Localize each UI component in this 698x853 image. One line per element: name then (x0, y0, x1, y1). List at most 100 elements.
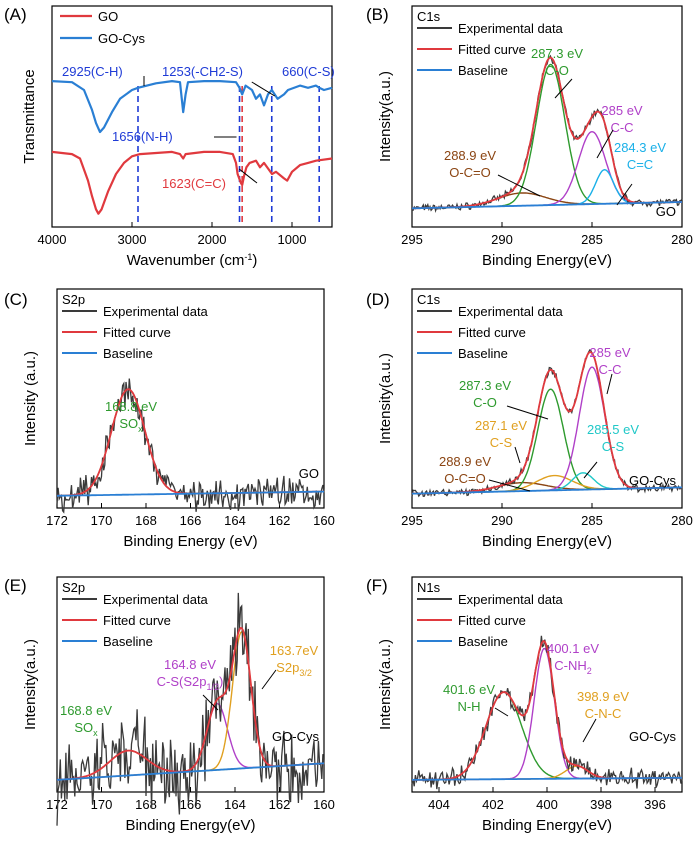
panel-f-x-tick-label: 398 (590, 797, 612, 812)
panel-label: (A) (4, 5, 27, 24)
panel-c-x-tick-label: 172 (46, 513, 68, 528)
peak-bond-label: C-S(S2p1/2) (157, 674, 224, 692)
legend-label: Baseline (458, 346, 508, 361)
panel-a-x-tick-label: 1000 (278, 232, 307, 247)
baseline-line (412, 776, 682, 781)
peak-bond-label: C-O (545, 63, 569, 78)
experimental-data-line (411, 348, 682, 498)
peak-energy-label: 288.9 eV (439, 454, 491, 469)
legend-label: GO (98, 9, 118, 24)
legend-label: Experimental data (458, 21, 564, 36)
peak-energy-label: 287.3 eV (459, 378, 511, 393)
annotation-arrow (583, 461, 598, 479)
annotation-arrow (488, 479, 531, 492)
annotation-arrow (506, 405, 549, 420)
peak-bond-label: C-S (602, 439, 625, 454)
peak-energy-label: 287.3 eV (531, 46, 583, 61)
peak-energy-label: 398.9 eV (577, 689, 629, 704)
annotation-arrow (606, 373, 613, 395)
peak-energy-label: 285.5 eV (587, 422, 639, 437)
peak-bond-label: C=C (627, 157, 653, 172)
panel-a-x-tick-label: 3000 (118, 232, 147, 247)
peak-bond-label: SOx (74, 720, 98, 738)
sample-label: GO-Cys (629, 729, 676, 744)
legend-label: Fitted curve (103, 613, 171, 628)
sample-label: GO-Cys (629, 473, 676, 488)
panel-e-x-tick-label: 166 (180, 797, 202, 812)
legend-label: Experimental data (103, 592, 209, 607)
legend-label: GO-Cys (98, 31, 145, 46)
legend-label: Fitted curve (458, 613, 526, 628)
annotation-arrow (494, 707, 509, 717)
sample-label: GO-Cys (272, 729, 319, 744)
panel-e-x-tick-label: 170 (91, 797, 113, 812)
y-axis-label: Intensity(a.u.) (377, 353, 394, 444)
panel-d-plot-frame (411, 288, 683, 509)
component-peak-1 (412, 647, 682, 781)
baseline-line (56, 762, 325, 781)
baseline-line (412, 201, 682, 210)
panel-a-x-tick-label: 2000 (198, 232, 227, 247)
peak-bond-label: C-NH2 (554, 658, 592, 676)
region-label: C1s (417, 292, 441, 307)
series-go-cys-line (51, 80, 333, 134)
annotation-arrow (596, 129, 614, 159)
panel-b-x-tick-label: 285 (581, 232, 603, 247)
panel-e-x-tick-label: 168 (135, 797, 157, 812)
peak-bond-label: C-C (610, 120, 633, 135)
annotation-arrow (497, 174, 541, 197)
peak-bond-label: O-C=O (444, 471, 486, 486)
panel-c-x-tick-label: 164 (224, 513, 246, 528)
annotation-arrow (261, 669, 277, 690)
legend-label: Baseline (458, 63, 508, 78)
peak-energy-label: 287.1 eV (475, 418, 527, 433)
peak-bond-label: N-H (457, 699, 480, 714)
annotation-arrow (554, 78, 573, 99)
peak-bond-label: O-C=O (449, 165, 491, 180)
peak-energy-label: 164.8 eV (164, 657, 216, 672)
peak-energy-label: 168.8 eV (60, 703, 112, 718)
annotation-arrow (582, 718, 597, 743)
panel-label: (B) (366, 5, 389, 24)
peak-energy-label: 285 eV (589, 345, 631, 360)
annotation-arrow (616, 183, 633, 206)
annotation-label: 1253(-CH2-S) (162, 64, 243, 79)
baseline-line (57, 490, 324, 497)
annotation-label: 1623(C=C) (162, 176, 226, 191)
panel-A: 4000 3000 2000 1000 GO GO-Cys 2925(C-H) 1253(-C… (21, 5, 335, 269)
panel-e-x-tick-label: 164 (224, 797, 246, 812)
peak-bond-label: C-O (473, 395, 497, 410)
panel-d-x-tick-label: 285 (581, 513, 603, 528)
panel-D: 295 290 285 280 C1s Experimental data Fitted c… (377, 288, 693, 550)
annotation-arrow (251, 81, 276, 97)
x-axis-label: Binding Energy (eV) (123, 533, 257, 550)
panel-a-x-tick-label: 4000 (38, 232, 67, 247)
y-axis-label: Intensity(a.u.) (377, 639, 394, 730)
panel-d-x-tick-label: 280 (671, 513, 693, 528)
legend-label: Experimental data (458, 592, 564, 607)
peak-energy-label: 285 eV (601, 103, 643, 118)
panel-b-x-tick-label: 290 (491, 232, 513, 247)
x-axis-label: Wavenumber (cm-1) (127, 252, 258, 269)
x-axis-label: Binding Energy(eV) (482, 252, 612, 269)
peak-energy-label: 401.6 eV (443, 682, 495, 697)
x-axis-label: Binding Energy(eV) (482, 817, 612, 834)
panel-b-x-tick-label: 280 (671, 232, 693, 247)
component-peak-1 (412, 63, 682, 209)
annotation-arrow (514, 446, 521, 464)
x-axis-label: Binding Energy(eV) (482, 533, 612, 550)
annotation-label: 660(C-S) (282, 64, 335, 79)
region-label: S2p (62, 292, 85, 307)
fitted-curve-line (412, 56, 682, 210)
peak-energy-label: 163.7eV (270, 643, 319, 658)
panel-F: 404 402 400 398 396 N1s Experimental data Fitte… (377, 576, 683, 834)
region-label: C1s (417, 9, 441, 24)
legend-label: Experimental data (458, 304, 564, 319)
sample-label: GO (299, 466, 319, 481)
peak-bond-label: C-S (490, 435, 513, 450)
y-axis-label: Transmittance (21, 69, 38, 163)
panel-f-x-tick-label: 402 (482, 797, 504, 812)
experimental-data-line (411, 635, 683, 790)
y-axis-label: Intensity(a.u.) (22, 639, 39, 730)
